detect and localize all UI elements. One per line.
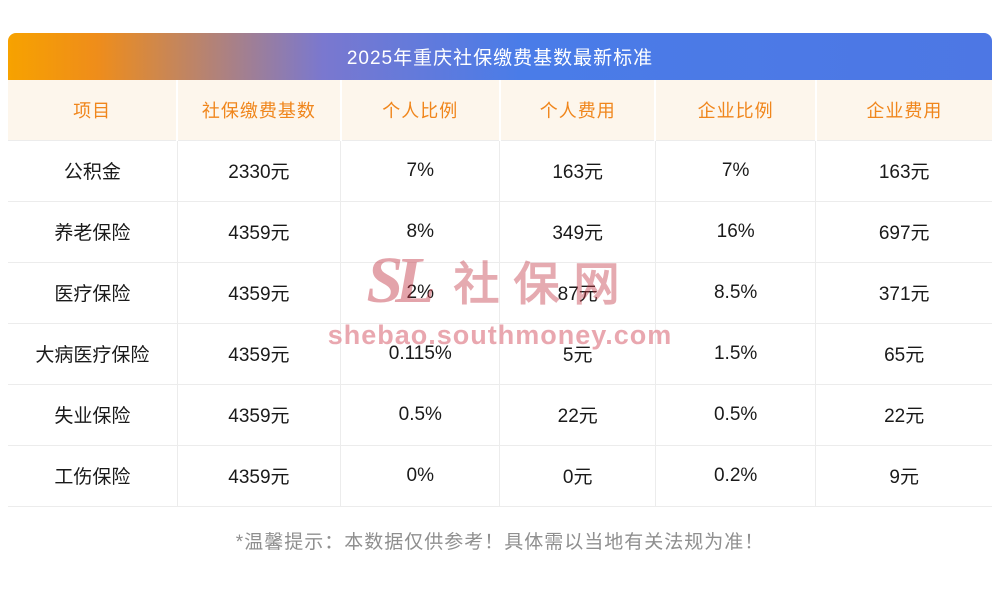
rates-table: 项目 社保缴费基数 个人比例 个人费用 企业比例 企业费用 公积金 2330元 … — [8, 80, 992, 507]
table-cell: 4359元 — [176, 383, 342, 446]
table-row: 养老保险 4359元 8% 349元 16% 697元 — [8, 200, 992, 263]
table-cell: 0.115% — [340, 322, 501, 385]
table-cell: 医疗保险 — [8, 261, 178, 324]
table-row: 医疗保险 4359元 2% 87元 8.5% 371元 — [8, 261, 992, 324]
table-cell: 0.2% — [654, 444, 817, 507]
table-cell: 1.5% — [654, 322, 817, 385]
table-cell: 0% — [340, 444, 501, 507]
column-header-personal-fee: 个人费用 — [499, 80, 657, 140]
table-cell: 2% — [340, 261, 501, 324]
column-header-item: 项目 — [8, 80, 179, 140]
table-cell: 8% — [340, 200, 501, 263]
table-row: 工伤保险 4359元 0% 0元 0.2% 9元 — [8, 444, 992, 507]
table-cell: 4359元 — [176, 322, 342, 385]
table-cell: 5元 — [499, 322, 656, 385]
table-cell: 4359元 — [176, 444, 342, 507]
table-cell: 失业保险 — [8, 383, 178, 446]
table-cell: 163元 — [499, 139, 656, 202]
table-cell: 4359元 — [176, 200, 342, 263]
column-header-company-rate: 企业比例 — [655, 80, 817, 140]
table-cell: 7% — [340, 139, 501, 202]
table-cell: 9元 — [815, 444, 992, 507]
table-cell: 22元 — [499, 383, 656, 446]
table-row: 失业保险 4359元 0.5% 22元 0.5% 22元 — [8, 383, 992, 446]
table-cell: 0.5% — [340, 383, 501, 446]
table-row: 公积金 2330元 7% 163元 7% 163元 — [8, 139, 992, 202]
column-header-company-fee: 企业费用 — [815, 80, 992, 140]
table-cell: 697元 — [815, 200, 992, 263]
table-cell: 4359元 — [176, 261, 342, 324]
table-title: 2025年重庆社保缴费基数最新标准 — [346, 48, 654, 69]
table-cell: 大病医疗保险 — [8, 322, 178, 385]
table-cell: 87元 — [499, 261, 656, 324]
table-cell: 0.5% — [654, 383, 817, 446]
table-cell: 349元 — [499, 200, 656, 263]
table-header-row: 项目 社保缴费基数 个人比例 个人费用 企业比例 企业费用 — [8, 80, 992, 140]
table-cell: 2330元 — [176, 139, 342, 202]
table-cell: 7% — [654, 139, 817, 202]
column-header-personal-rate: 个人比例 — [340, 80, 501, 140]
table-title-bar: 2025年重庆社保缴费基数最新标准 — [8, 33, 992, 80]
table-cell: 371元 — [815, 261, 992, 324]
table-cell: 22元 — [815, 383, 992, 446]
table-row: 大病医疗保险 4359元 0.115% 5元 1.5% 65元 — [8, 322, 992, 385]
table-cell: 163元 — [815, 139, 992, 202]
table-cell: 8.5% — [654, 261, 817, 324]
disclaimer-note: *温馨提示：本数据仅供参考！具体需以当地有关法规为准！ — [235, 531, 765, 553]
social-security-table-panel: 2025年重庆社保缴费基数最新标准 项目 社保缴费基数 个人比例 个人费用 企业… — [8, 33, 992, 554]
table-cell: 养老保险 — [8, 200, 178, 263]
table-cell: 公积金 — [8, 139, 178, 202]
table-cell: 0元 — [499, 444, 656, 507]
table-cell: 65元 — [815, 322, 992, 385]
table-cell: 16% — [654, 200, 817, 263]
column-header-base: 社保缴费基数 — [177, 80, 342, 140]
table-cell: 工伤保险 — [8, 444, 178, 507]
